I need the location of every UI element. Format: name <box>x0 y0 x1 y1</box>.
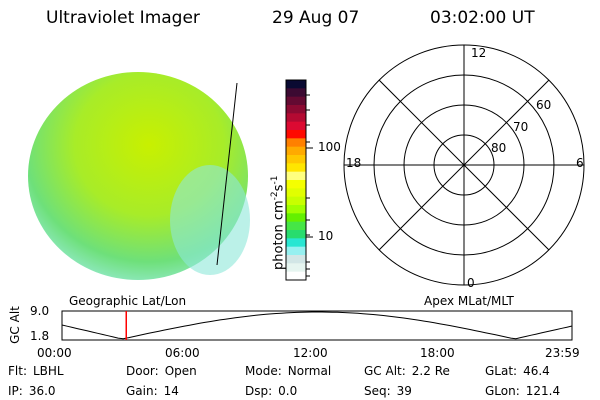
colorbar-swatch <box>286 271 306 281</box>
info-key: Seq: <box>364 384 391 398</box>
colorbar-swatch <box>286 188 306 198</box>
info-value: 0.0 <box>278 384 298 398</box>
diag-line <box>378 79 550 251</box>
info-value: Open <box>164 364 197 378</box>
colorbar-swatch <box>286 238 306 248</box>
mlt-0: 0 <box>467 276 475 290</box>
mlat-70: 70 <box>513 120 529 134</box>
date-label: 29 Aug 07 <box>272 8 360 28</box>
colorbar-swatch <box>286 121 306 131</box>
colorbar-exp1: -2 <box>270 191 280 201</box>
colorbar-swatch <box>286 155 306 164</box>
colorbar-swatch <box>286 130 306 139</box>
info-field: Door: Open <box>126 364 197 378</box>
xtick-3: 18:00 <box>420 346 455 360</box>
xtick-1: 06:00 <box>165 346 200 360</box>
colorbar-tick-10: 10 <box>318 229 334 243</box>
earth-image <box>28 72 250 280</box>
colorbar-swatch <box>286 255 306 264</box>
colorbar-tick-100: 100 <box>318 140 341 154</box>
alt-ylabel: GC Alt <box>7 306 22 344</box>
info-value: 36.0 <box>28 384 56 398</box>
info-value: 121.4 <box>525 384 561 398</box>
info-field: GC Alt: 2.2 Re <box>364 364 450 378</box>
info-field: Seq: 39 <box>364 384 412 398</box>
info-value: 39 <box>396 384 412 398</box>
colorbar-swatch <box>286 180 306 189</box>
colorbar-exp2: -1 <box>270 175 280 185</box>
colorbar-swatch <box>286 213 306 223</box>
colorbar-swatch <box>286 171 306 181</box>
time-label: 03:02:00 UT <box>430 8 535 28</box>
colorbar-swatch <box>286 146 306 156</box>
info-value: Normal <box>287 364 332 378</box>
info-field: Dsp: 0.0 <box>245 384 297 398</box>
info-key: Door: <box>126 364 159 378</box>
xtick-0: 00:00 <box>37 346 72 360</box>
info-value: LBHL <box>32 364 64 378</box>
mlt-6: 6 <box>576 156 584 170</box>
info-key: GC Alt: <box>364 364 406 378</box>
info-field: GLon: 121.4 <box>485 384 560 398</box>
colorbar-s: s <box>271 184 287 192</box>
colorbar-swatch <box>286 113 306 123</box>
info-field: GLat: 46.4 <box>485 364 550 378</box>
colorbar-swatch <box>286 263 306 273</box>
info-key: Gain: <box>126 384 158 398</box>
info-field: Flt: LBHL <box>8 364 64 378</box>
info-key: Dsp: <box>245 384 273 398</box>
info-key: Mode: <box>245 364 282 378</box>
info-value: 46.4 <box>523 364 550 378</box>
info-value: 14 <box>163 384 179 398</box>
colorbar-swatch <box>286 80 306 89</box>
ytick-1.8: 1.8 <box>30 329 50 343</box>
colorbar-swatch <box>286 230 306 239</box>
info-key: Flt: <box>8 364 27 378</box>
colorbar-swatch <box>286 105 306 114</box>
colorbar-label-text: photon cm <box>271 200 287 270</box>
terminator-line <box>216 82 238 266</box>
polar-grid <box>343 44 585 286</box>
xtick-2: 12:00 <box>293 346 328 360</box>
instrument-title: Ultraviolet Imager <box>46 8 200 28</box>
info-field: IP: 36.0 <box>8 384 56 398</box>
info-key: GLon: <box>485 384 520 398</box>
mlat-80: 80 <box>491 141 507 155</box>
colorbar-label: photon cm-2s-1 <box>270 90 286 270</box>
mlt-12: 12 <box>471 46 487 60</box>
colorbar-swatch <box>286 163 306 173</box>
colorbar-swatch <box>286 205 306 214</box>
info-key: IP: <box>8 384 23 398</box>
mlat-60: 60 <box>536 98 552 112</box>
colorbar-swatch <box>286 96 306 106</box>
colorbar-swatch <box>286 196 306 206</box>
altitude-plot <box>61 310 573 341</box>
altitude-curve <box>61 311 573 340</box>
colorbar-swatch <box>286 138 306 148</box>
info-value: 2.2 Re <box>411 364 450 378</box>
colorbar-swatch <box>286 246 306 256</box>
info-key: GLat: <box>485 364 518 378</box>
info-field: Mode: Normal <box>245 364 331 378</box>
mlt-18: 18 <box>346 156 362 170</box>
info-field: Gain: 14 <box>126 384 179 398</box>
geo-title: Geographic Lat/Lon <box>69 294 187 308</box>
colorbar-swatch <box>286 221 306 231</box>
colorbar <box>285 79 313 281</box>
colorbar-swatch <box>286 88 306 98</box>
xtick-4: 23:59 <box>545 346 580 360</box>
apex-title: Apex MLat/MLT <box>424 294 514 308</box>
ytick-9: 9.0 <box>30 304 50 318</box>
